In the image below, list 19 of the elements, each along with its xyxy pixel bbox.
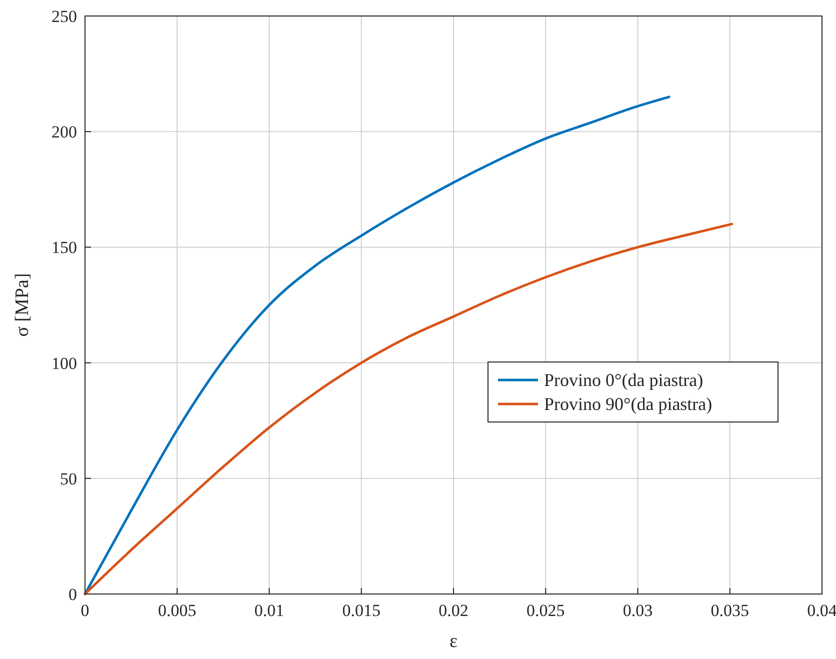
- x-tick-label: 0: [80, 601, 90, 620]
- y-axis-title: σ [MPa]: [12, 273, 33, 337]
- line-series: [84, 222, 733, 596]
- y-tick-label: 100: [52, 354, 77, 373]
- x-tick-label: 0.035: [710, 601, 749, 620]
- legend-label: Provino 0°(da piastra): [544, 370, 704, 390]
- x-tick-label: 0.02: [438, 601, 468, 620]
- x-tick-label: 0.025: [526, 601, 565, 620]
- x-tick-label: 0.03: [622, 601, 653, 620]
- legend-label: Provino 90°(da piastra): [544, 394, 712, 414]
- x-axis-title: ε: [450, 631, 458, 652]
- y-tick-label: 50: [60, 469, 77, 488]
- y-tick-label: 200: [52, 122, 77, 142]
- y-tick-label: 0: [68, 585, 77, 604]
- y-tick-label: 150: [52, 238, 77, 258]
- x-tick-label: 0.01: [254, 601, 284, 620]
- x-tick-label: 0.005: [158, 601, 196, 620]
- x-tick-label: 0.015: [342, 601, 380, 620]
- y-tick-label: 250: [52, 7, 77, 26]
